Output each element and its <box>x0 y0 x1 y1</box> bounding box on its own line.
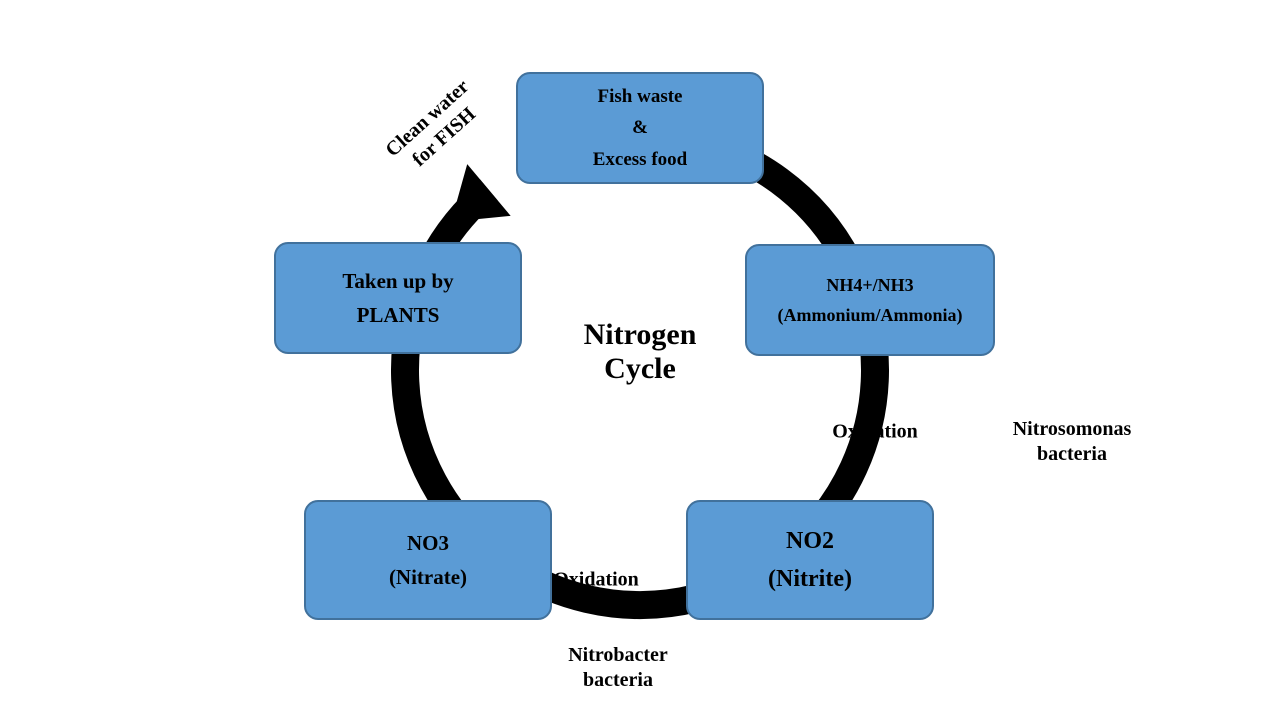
edge-label-nitrobacter: Nitrobacter bacteria <box>568 643 668 693</box>
node-fish-waste-line3: Excess food <box>593 147 687 173</box>
node-plants: Taken up by PLANTS <box>274 242 522 354</box>
node-nitrite-line2: (Nitrite) <box>768 563 852 595</box>
node-fish-waste: Fish waste & Excess food <box>516 72 764 184</box>
node-plants-line2: PLANTS <box>357 301 440 329</box>
node-nitrite: NO2 (Nitrite) <box>686 500 934 620</box>
edge-label-oxidation-1: Oxidation <box>832 420 918 445</box>
node-ammonia: NH4+/NH3 (Ammonium/Ammonia) <box>745 244 995 356</box>
node-nitrate-line2: (Nitrate) <box>389 563 467 591</box>
node-plants-line1: Taken up by <box>342 267 453 295</box>
cycle-arrowhead-icon <box>451 164 511 222</box>
node-nitrate: NO3 (Nitrate) <box>304 500 552 620</box>
center-title-line2: Cycle <box>520 352 760 386</box>
node-nitrate-line1: NO3 <box>407 529 449 557</box>
node-ammonia-line2: (Ammonium/Ammonia) <box>778 303 963 327</box>
node-nitrite-line1: NO2 <box>786 525 834 557</box>
center-title: NitrogenCycle <box>520 318 760 386</box>
node-fish-waste-line1: Fish waste <box>598 84 683 110</box>
edge-label-oxidation-2: Oxidation <box>553 568 639 593</box>
node-fish-waste-line2: & <box>632 115 648 141</box>
node-ammonia-line1: NH4+/NH3 <box>826 273 913 297</box>
edge-label-nitrosomonas: Nitrosomonas bacteria <box>1013 417 1132 467</box>
center-title-line1: Nitrogen <box>520 318 760 352</box>
